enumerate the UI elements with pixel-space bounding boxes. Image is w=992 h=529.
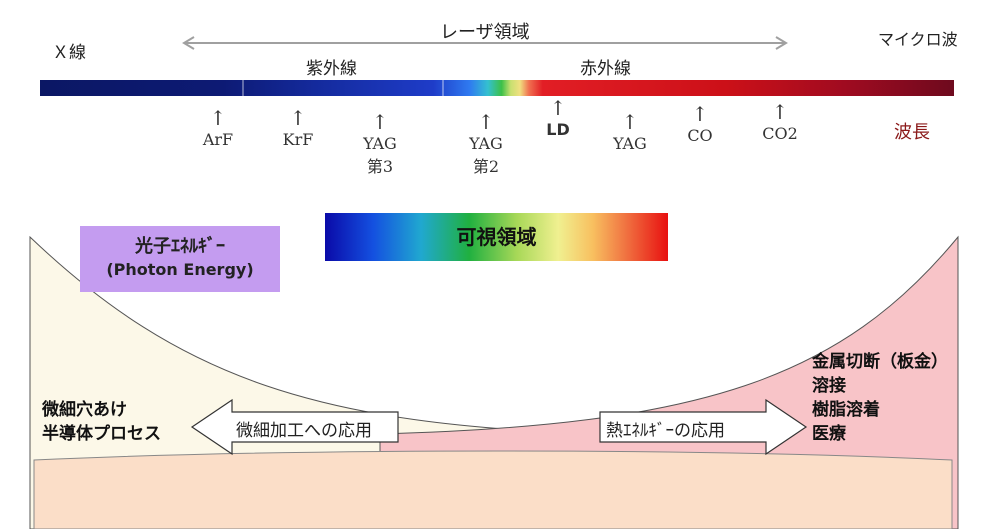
right-applications: 金属切断（板金） 溶接 樹脂溶着 医療	[812, 350, 948, 446]
laser-marker-yag: ↑ YAG	[606, 110, 654, 153]
infrared-label: 赤外線	[580, 59, 631, 79]
laser-region-arrow	[182, 36, 788, 50]
laser-name: LD	[546, 120, 570, 139]
laser-name: CO	[687, 126, 713, 145]
electromagnetic-spectrum-bar	[40, 80, 954, 96]
laser-harmonic: 第2	[472, 157, 500, 176]
microwave-label: マイクロ波	[878, 30, 958, 49]
photon-energy-box: 光子ｴﾈﾙｷﾞｰ (Photon Energy)	[80, 226, 280, 292]
micro-processing-arrow	[190, 398, 399, 456]
up-arrow-icon: ↑	[289, 106, 307, 130]
ultraviolet-label: 紫外線	[306, 59, 357, 79]
laser-name: KrF	[282, 130, 314, 149]
left-applications: 微細穴あけ 半導体プロセス	[42, 398, 161, 446]
up-arrow-icon: ↑	[621, 110, 639, 134]
thermal-application-label: 熱ｴﾈﾙｷﾞｰの応用	[606, 421, 725, 441]
thermal-application-arrow	[599, 398, 808, 456]
base-region	[33, 450, 953, 529]
up-arrow-icon: ↑	[549, 96, 567, 120]
laser-name: ArF	[202, 130, 234, 149]
up-arrow-icon: ↑	[771, 100, 789, 124]
laser-marker-krf: ↑ KrF	[276, 106, 320, 149]
laser-marker-co: ↑ CO	[680, 102, 720, 145]
up-arrow-icon: ↑	[209, 106, 227, 130]
up-arrow-icon: ↑	[371, 110, 389, 134]
right-application-item: 金属切断（板金）	[812, 352, 948, 372]
visible-region-bar: 可視領域	[325, 213, 668, 261]
laser-name: YAG	[363, 134, 397, 153]
left-application-item: 半導体プロセス	[42, 424, 161, 444]
laser-marker-co2: ↑ CO2	[756, 100, 804, 143]
right-application-item: 医療	[812, 424, 846, 444]
right-application-item: 溶接	[812, 376, 846, 396]
left-application-item: 微細穴あけ	[42, 400, 127, 420]
laser-marker-yag-second: ↑ YAG 第2	[462, 110, 510, 177]
laser-region-label: レーザ領域	[440, 22, 530, 43]
right-application-item: 樹脂溶着	[812, 400, 880, 420]
laser-harmonic: 第3	[366, 157, 394, 176]
visible-region-label: 可視領域	[456, 225, 537, 249]
up-arrow-icon: ↑	[477, 110, 495, 134]
laser-marker-ld: ↑ LD	[538, 96, 578, 139]
micro-processing-label: 微細加工への応用	[236, 421, 372, 441]
laser-name: YAG	[613, 134, 647, 153]
laser-marker-yag-third: ↑ YAG 第3	[356, 110, 404, 177]
laser-marker-arf: ↑ ArF	[196, 106, 240, 149]
wavelength-label: 波長	[894, 122, 930, 143]
laser-name: YAG	[469, 134, 503, 153]
xray-label: Ｘ線	[52, 43, 86, 63]
photon-energy-label-jp: 光子ｴﾈﾙｷﾞｰ	[135, 236, 225, 257]
up-arrow-icon: ↑	[691, 102, 709, 126]
laser-name: CO2	[762, 124, 798, 143]
photon-energy-label-en: (Photon Energy)	[106, 260, 254, 279]
